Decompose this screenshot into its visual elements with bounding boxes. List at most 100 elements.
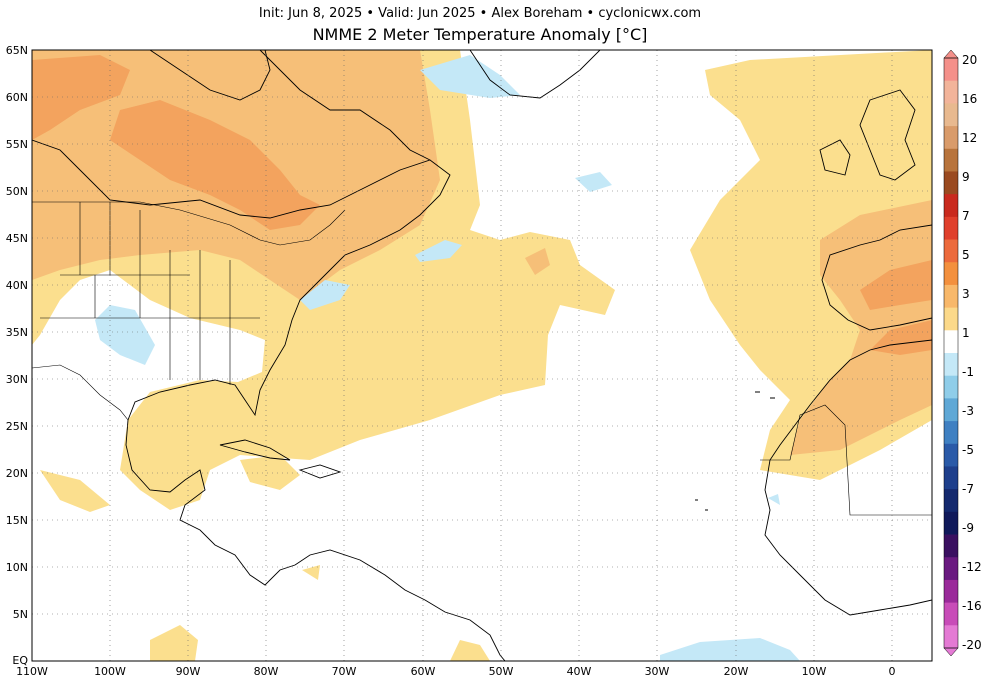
anomaly-field-gulf: [40, 470, 110, 512]
colorbar-segment: [944, 398, 958, 422]
lat-label: 5N: [12, 608, 28, 621]
colorbar-segment: [944, 284, 958, 309]
coast-hudson-bay: [149, 50, 271, 101]
colorbar-label: -16: [962, 599, 982, 613]
map-panel: [32, 50, 932, 661]
lon-label: 10W: [801, 665, 827, 678]
coast-cape-verde: [695, 499, 708, 511]
colorbar-segment: [944, 421, 958, 445]
colorbar-label: -9: [962, 521, 974, 535]
coastlines: [32, 50, 932, 661]
anomaly-field-quebec-hot: [110, 100, 320, 230]
lon-label: 40W: [566, 665, 592, 678]
coast-iberia: [821, 224, 932, 331]
anomaly-field-midatlantic-warm: [525, 248, 550, 275]
anomaly-field-iberia-warm: [790, 200, 932, 455]
anomaly-field-amazon: [150, 625, 198, 661]
lat-label: 45N: [5, 232, 28, 245]
anomaly-field-colombia: [302, 565, 320, 580]
colorbar: [943, 49, 959, 657]
anomaly-field-northwest-hot: [32, 55, 130, 140]
gridlines: [32, 50, 932, 661]
lat-label: 50N: [5, 185, 28, 198]
colorbar-label: 3: [962, 287, 970, 301]
lat-label: EQ: [12, 654, 28, 667]
colorbar-segment: [944, 625, 958, 649]
colorbar-segment: [944, 126, 958, 150]
lon-label: 100W: [94, 665, 126, 678]
colorbar-label: 16: [962, 92, 978, 106]
lon-label: 70W: [331, 665, 357, 678]
colorbar-label: -3: [962, 404, 974, 418]
colorbar-label: 20: [962, 53, 978, 67]
colorbar-segment: [944, 80, 958, 104]
lat-label: 60N: [5, 91, 28, 104]
lat-label: 10N: [5, 561, 28, 574]
anomaly-field-greenland-cool: [420, 55, 520, 98]
coast-south-america: [294, 549, 506, 661]
colorbar-segment: [944, 148, 958, 172]
colorbar-segment: [944, 602, 958, 626]
colorbar-segment: [944, 103, 958, 127]
colorbar-segment: [944, 353, 958, 377]
colorbar-label: 1: [962, 326, 970, 340]
colorbar-label: -5: [962, 443, 974, 457]
lon-label: 20W: [723, 665, 749, 678]
coast-greenland: [469, 50, 601, 99]
colorbar-segment: [944, 375, 958, 399]
colorbar-frame: [943, 57, 959, 649]
colorbar-arrow-up-icon: [943, 49, 959, 59]
colorbar-label: -1: [962, 365, 974, 379]
coast-labrador: [259, 50, 431, 161]
border-west-africa: [760, 404, 932, 516]
colorbar-label: -7: [962, 482, 974, 496]
lat-label: 30N: [5, 373, 28, 386]
colorbar-segment: [944, 239, 958, 263]
map-subtitle: Init: Jun 8, 2025 • Valid: Jun 2025 • Al…: [258, 6, 702, 21]
colorbar-label: -12: [962, 560, 982, 574]
colorbar-label: 12: [962, 131, 978, 145]
lon-label: 30W: [644, 665, 670, 678]
coast-cuba: [219, 439, 291, 461]
map-title: NMME 2 Meter Temperature Anomaly [°C]: [312, 25, 648, 44]
colorbar-segment: [944, 307, 958, 331]
lat-label: 40N: [5, 279, 28, 292]
anomaly-field-north-atlantic-cool: [575, 172, 612, 192]
lat-label: 65N: [5, 44, 28, 57]
colorbar-segment: [944, 579, 958, 604]
colorbar-segment: [944, 511, 958, 535]
colorbar-label: 5: [962, 248, 970, 262]
anomaly-field-gulf-stream-cool: [415, 240, 462, 262]
coast-british-isles: [819, 89, 916, 181]
anomaly-field-virginia-cool: [300, 280, 350, 310]
colorbar-label: -20: [962, 638, 982, 652]
colorbar-arrow-down-icon: [943, 647, 959, 657]
lat-label: 35N: [5, 326, 28, 339]
coast-north-america: [32, 139, 451, 586]
coast-africa: [764, 339, 932, 616]
colorbar-segment: [944, 171, 958, 195]
border-us-states: [40, 202, 260, 385]
colorbar-segment: [944, 194, 958, 218]
colorbar-segment: [944, 262, 958, 286]
lat-label: 15N: [5, 514, 28, 527]
coast-canaries: [755, 391, 775, 399]
anomaly-field-equatorial-cool: [660, 638, 800, 661]
lat-label: 20N: [5, 467, 28, 480]
colorbar-segment: [944, 534, 958, 558]
colorbar-segment: [944, 58, 958, 82]
border-us-canada: [32, 201, 346, 246]
anomaly-field-spain-hot: [860, 260, 932, 310]
colorbar-segment: [944, 330, 958, 354]
lon-label: 80W: [253, 665, 279, 678]
colorbar-label: 7: [962, 209, 970, 223]
colorbar-segment: [944, 557, 958, 581]
lon-label: 110W: [16, 665, 48, 678]
colorbar-label: 9: [962, 170, 970, 184]
political-borders: [32, 201, 932, 516]
lon-label: 0: [888, 665, 896, 678]
coast-hispaniola: [298, 464, 342, 479]
colorbar-segment: [944, 489, 958, 513]
lon-label: 90W: [175, 665, 201, 678]
